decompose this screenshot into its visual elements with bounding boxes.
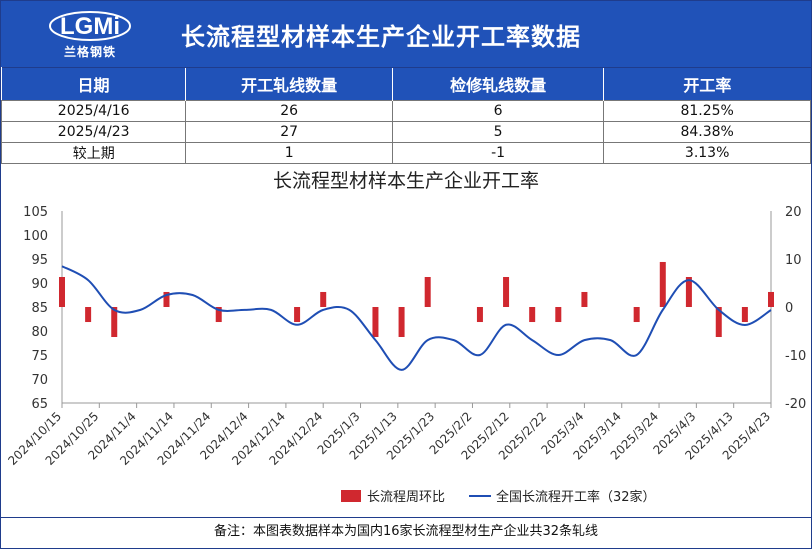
bar-weekly-change [476,307,483,323]
table-cell: 3.13% [603,142,811,164]
table-row: 2025/4/23 27 5 84.38% [0,121,811,143]
y-left-tick-label: 80 [31,325,48,340]
table-row: 2025/4/16 26 6 81.25% [0,100,811,122]
bar-weekly-change [215,307,222,323]
column-header-operating-rate: 开工率 [603,67,811,101]
summary-table: 日期 开工轧线数量 检修轧线数量 开工率 2025/4/16 26 6 81.2… [0,67,811,164]
table-cell: 6 [391,100,605,122]
bar-weekly-change [685,277,692,307]
y-left-tick-label: 105 [23,205,48,220]
table-cell: 2025/4/16 [0,100,187,122]
bar-weekly-change [398,307,405,337]
table-cell: 5 [391,121,605,143]
y-left-tick-label: 65 [31,397,48,412]
y-left-tick-label: 70 [31,373,48,388]
footnote: 备注：本图表数据样本为国内16家长流程型材生产企业共32条轧线 [1,517,811,548]
bar-weekly-change [111,307,118,337]
bar-weekly-change [581,291,588,307]
table-cell: 26 [185,100,393,122]
bar-weekly-change [424,277,431,307]
operating-rate-chart: 长流程型材样本生产企业开工率65707580859095100105-20-10… [5,170,806,505]
y-left-tick-label: 100 [23,229,48,244]
bar-weekly-change [59,277,65,307]
y-left-tick-label: 95 [31,253,48,268]
page-title: 长流程型材样本生产企业开工率数据 [181,23,581,51]
legend-line-label: 全国长流程开工率（32家） [496,489,656,505]
bar-weekly-change [768,291,774,307]
y-left-tick-label: 90 [31,277,48,292]
y-right-tick-label: 20 [785,205,802,220]
column-header-running-lines: 开工轧线数量 [185,67,393,101]
y-right-tick-label: -20 [785,397,806,412]
bar-weekly-change [294,307,301,323]
table-cell: -1 [391,142,605,164]
bar-weekly-change [85,307,92,323]
bar-weekly-change [163,291,170,307]
y-right-tick-label: 10 [785,253,802,268]
y-right-tick-label: -10 [785,349,806,364]
table-cell: 2025/4/23 [0,121,187,143]
bar-weekly-change [741,307,748,323]
column-header-maintenance-lines: 检修轧线数量 [391,67,604,101]
bar-weekly-change [659,261,666,307]
bar-weekly-change [529,307,536,323]
table-cell: 81.25% [603,100,811,122]
bar-weekly-change [372,307,379,337]
bar-weekly-change [503,277,510,307]
column-header-date: 日期 [1,67,186,101]
svg-text:LGMi: LGMi [60,13,120,40]
y-left-tick-label: 75 [31,349,48,364]
lgmi-logo: LGMi 兰格钢铁 [45,9,135,61]
bar-weekly-change [715,307,722,337]
bar-weekly-change [633,307,640,323]
legend-bar-label: 长流程周环比 [367,490,445,505]
table-cell: 1 [185,142,393,164]
table-cell: 较上期 [0,142,187,164]
legend-bar-swatch [341,490,361,502]
table-row: 较上期 1 -1 3.13% [0,142,811,164]
chart-area: 长流程型材样本生产企业开工率 65 70 75 80 85 90 95 100 105 -20 -10… [1,163,811,515]
line-operating-rate [61,265,772,371]
table-header-row: 日期 开工轧线数量 检修轧线数量 开工率 [1,67,811,101]
bar-weekly-change [555,307,562,323]
logo-text: 兰格钢铁 [63,45,116,59]
y-left-tick-label: 85 [31,301,48,316]
y-right-tick-label: 0 [785,301,793,316]
table-cell: 84.38% [603,121,811,143]
table-cell: 27 [185,121,393,143]
header-bar: LGMi 兰格钢铁 长流程型材样本生产企业开工率数据 [1,1,811,67]
bar-weekly-change [320,291,327,307]
chart-title: 长流程型材样本生产企业开工率 [273,170,539,192]
